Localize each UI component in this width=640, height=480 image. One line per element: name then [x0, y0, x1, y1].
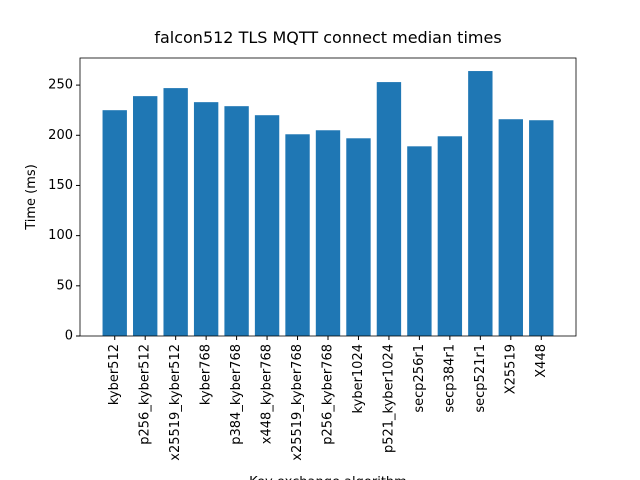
chart-title: falcon512 TLS MQTT connect median times: [154, 28, 501, 47]
x-tick-label: x25519_kyber768: [290, 344, 305, 461]
bar: [346, 138, 371, 336]
x-tick-label: kyber768: [199, 344, 214, 405]
bar: [437, 136, 463, 336]
x-tick-label: X25519: [503, 344, 518, 394]
x-tick-label: secp521r1: [473, 344, 488, 413]
x-tick-label: x25519_kyber512: [168, 344, 183, 461]
bar: [498, 119, 523, 336]
x-tick-label: p521_kyber1024: [381, 344, 396, 453]
y-tick-label: 150: [48, 178, 73, 193]
x-axis-label: Key exchange algorithm: [249, 475, 407, 480]
x-tick-label: X448: [534, 344, 549, 378]
x-tick-label: p384_kyber768: [229, 344, 244, 445]
y-tick-label: 250: [48, 78, 73, 93]
bar: [254, 115, 280, 336]
x-tick-label: secp384r1: [442, 344, 457, 413]
bar: [133, 96, 158, 337]
x-tick-label: p256_kyber512: [138, 344, 153, 445]
y-tick-label: 50: [56, 278, 73, 293]
bar: [193, 102, 219, 336]
plot-frame: [79, 57, 577, 337]
bar: [315, 130, 341, 336]
y-tick-label: 0: [65, 329, 73, 344]
x-tick-label: x448_kyber768: [260, 344, 275, 444]
x-tick-label: secp256r1: [412, 344, 427, 413]
bar: [102, 110, 127, 336]
x-tick-label: kyber512: [107, 344, 122, 405]
bar: [468, 71, 493, 336]
y-tick-label: 200: [48, 128, 73, 143]
bar: [163, 88, 188, 336]
y-tick-label: 100: [48, 228, 73, 243]
x-tick-label: p256_kyber768: [321, 344, 336, 445]
bar: [285, 134, 310, 336]
x-tick-label: kyber1024: [351, 344, 366, 413]
y-axis-label: Time (ms): [24, 164, 39, 231]
bar: [376, 82, 402, 336]
bar: [407, 146, 432, 336]
bar: [224, 106, 249, 337]
bar: [529, 120, 554, 337]
